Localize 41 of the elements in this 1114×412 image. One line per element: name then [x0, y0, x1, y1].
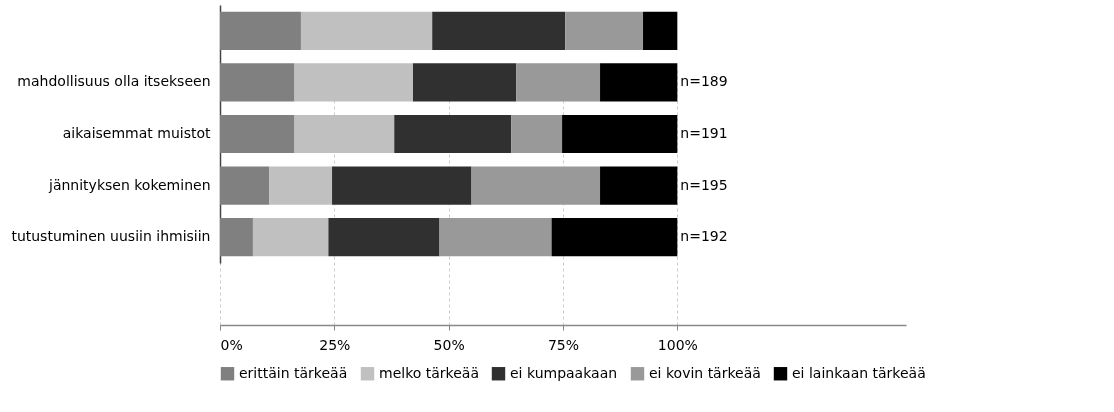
- bar: [516, 63, 601, 102]
- bar: [269, 166, 333, 205]
- bar: [220, 114, 295, 154]
- bar: [412, 63, 517, 102]
- legend-label: ei lainkaan tärkeää: [792, 364, 926, 381]
- bar: [511, 114, 563, 154]
- annotation: n=192: [680, 228, 728, 245]
- bar: [439, 218, 552, 257]
- bar: [600, 166, 678, 205]
- bar: [562, 114, 678, 154]
- y-tick-label: tutustuminen uusiin ihmisiin: [11, 228, 211, 245]
- x-tick-label: 0%: [220, 336, 243, 353]
- legend-label: ei kovin tärkeää: [649, 364, 761, 381]
- y-tick-label: jännityksen kokeminen: [48, 176, 211, 193]
- bar: [551, 218, 678, 257]
- annotation: n=191: [680, 125, 728, 141]
- legend-label: erittäin tärkeää: [239, 364, 348, 381]
- bar: [600, 63, 678, 102]
- x-tick-label: 50%: [433, 336, 465, 353]
- bar: [220, 11, 301, 50]
- y-tick-label: mahdollisuus olla itsekseen: [17, 73, 211, 90]
- bar: [471, 166, 601, 205]
- bar: [332, 166, 472, 205]
- x-tick-label: 75%: [547, 336, 580, 353]
- x-tick-label: 25%: [319, 336, 351, 353]
- bar: [220, 166, 270, 205]
- legend-label: melko tärkeää: [379, 364, 479, 381]
- bar: [394, 114, 512, 154]
- x-tick-label: 100%: [657, 336, 698, 353]
- bar: [252, 218, 329, 257]
- annotation: n=195: [680, 176, 728, 193]
- y-tick-label: aikaisemmat muistot: [62, 125, 211, 141]
- legend-label: ei kumpaakaan: [510, 364, 618, 381]
- bar: [565, 11, 644, 50]
- bar: [643, 11, 678, 50]
- bar: [432, 11, 566, 50]
- annotation: n=189: [680, 73, 728, 90]
- bar: [328, 218, 440, 257]
- bar: [300, 11, 433, 50]
- bar: [220, 218, 253, 257]
- bar: [220, 63, 295, 102]
